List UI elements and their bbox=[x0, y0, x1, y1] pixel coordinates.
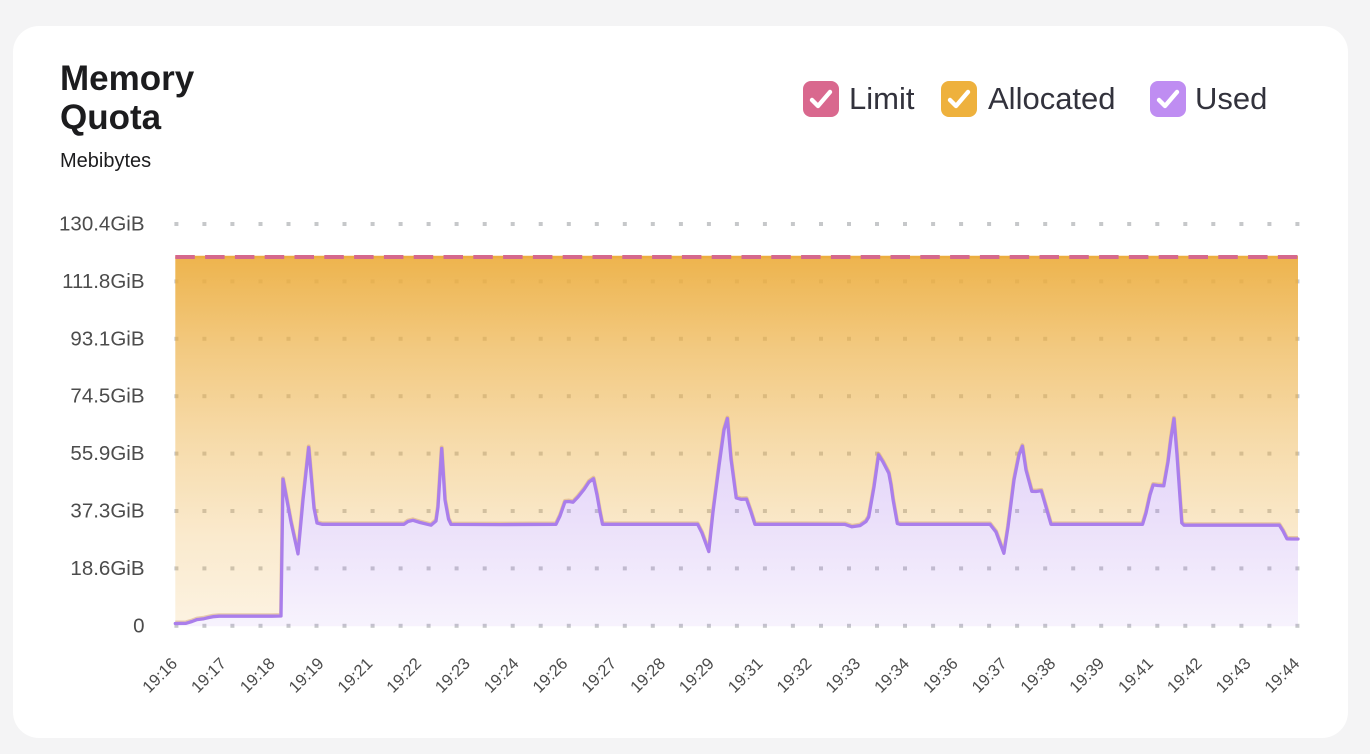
svg-text:111.8GiB: 111.8GiB bbox=[62, 270, 144, 293]
svg-text:19:16: 19:16 bbox=[139, 655, 181, 697]
svg-text:19:23: 19:23 bbox=[432, 655, 474, 697]
svg-text:19:19: 19:19 bbox=[286, 655, 328, 697]
svg-text:19:18: 19:18 bbox=[237, 655, 279, 697]
svg-text:19:42: 19:42 bbox=[1164, 655, 1206, 697]
svg-text:19:29: 19:29 bbox=[676, 655, 718, 697]
svg-text:19:39: 19:39 bbox=[1066, 655, 1108, 697]
svg-text:55.9GiB: 55.9GiB bbox=[70, 442, 144, 465]
svg-text:93.1GiB: 93.1GiB bbox=[70, 327, 144, 350]
svg-text:130.4GiB: 130.4GiB bbox=[59, 213, 144, 236]
svg-text:19:37: 19:37 bbox=[969, 655, 1011, 697]
svg-text:74.5GiB: 74.5GiB bbox=[70, 385, 144, 408]
svg-text:19:21: 19:21 bbox=[334, 655, 376, 697]
svg-text:19:28: 19:28 bbox=[627, 655, 669, 697]
svg-text:19:34: 19:34 bbox=[871, 655, 913, 697]
svg-text:19:41: 19:41 bbox=[1115, 655, 1157, 697]
svg-text:19:33: 19:33 bbox=[822, 655, 864, 697]
svg-text:0: 0 bbox=[133, 614, 144, 637]
svg-text:19:31: 19:31 bbox=[725, 655, 767, 697]
svg-text:19:44: 19:44 bbox=[1261, 655, 1303, 697]
svg-text:19:22: 19:22 bbox=[383, 655, 425, 697]
svg-text:19:17: 19:17 bbox=[188, 655, 230, 697]
svg-text:19:38: 19:38 bbox=[1017, 655, 1059, 697]
svg-text:37.3GiB: 37.3GiB bbox=[70, 500, 144, 523]
svg-text:19:32: 19:32 bbox=[773, 655, 815, 697]
svg-text:19:36: 19:36 bbox=[920, 655, 962, 697]
svg-text:18.6GiB: 18.6GiB bbox=[70, 557, 144, 580]
svg-text:19:43: 19:43 bbox=[1213, 655, 1255, 697]
svg-text:19:27: 19:27 bbox=[578, 655, 620, 697]
svg-text:19:24: 19:24 bbox=[481, 655, 523, 697]
svg-text:19:26: 19:26 bbox=[529, 655, 571, 697]
